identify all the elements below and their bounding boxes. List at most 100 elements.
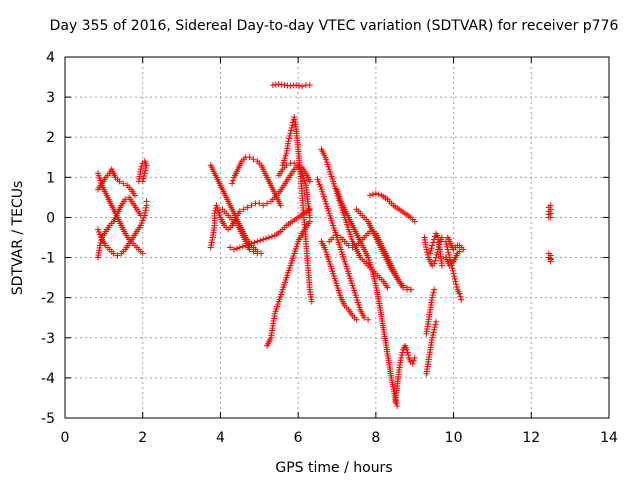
data-point: [137, 166, 144, 173]
data-point: [236, 208, 243, 215]
data-point: [293, 82, 300, 89]
data-point: [140, 214, 147, 221]
data-point: [263, 235, 270, 242]
data-series-arc-e1: [392, 342, 418, 405]
data-point: [443, 241, 450, 248]
y-tick-label: 2: [46, 130, 55, 146]
data-point: [141, 170, 148, 177]
data-point: [240, 206, 247, 213]
data-point: [409, 360, 416, 367]
data-point: [367, 192, 374, 199]
data-point: [96, 231, 103, 238]
data-point: [410, 357, 417, 364]
x-tick-label: 8: [371, 430, 380, 446]
data-point: [306, 218, 313, 225]
data-point: [433, 318, 440, 325]
data-point: [349, 244, 356, 251]
data-point: [96, 228, 102, 235]
data-point: [245, 241, 252, 248]
data-point: [122, 196, 129, 203]
y-tick-label: -1: [41, 251, 55, 267]
data-series-arc-f1: [442, 238, 465, 303]
data-series-arc-d3: [318, 238, 360, 323]
data-point: [299, 83, 306, 90]
data-point: [246, 154, 253, 161]
data-point: [227, 244, 234, 251]
data-point: [260, 236, 267, 243]
data-point: [547, 214, 554, 221]
data-point: [97, 239, 104, 246]
data-series-arc-b6: [275, 160, 313, 221]
data-point: [361, 314, 368, 321]
data-point: [399, 349, 406, 356]
data-point: [431, 286, 438, 293]
data-point: [334, 232, 340, 239]
data-point: [427, 247, 434, 254]
data-point: [288, 124, 295, 131]
data-point: [460, 246, 467, 253]
y-tick-label: 0: [46, 210, 55, 226]
data-series-arc-c3: [269, 81, 313, 90]
data-point: [405, 352, 412, 359]
data-point: [264, 200, 271, 207]
data-point: [404, 349, 411, 356]
y-tick-label: -5: [41, 411, 55, 427]
data-point: [314, 176, 321, 183]
data-point: [433, 251, 440, 258]
data-series-arc-g1: [545, 202, 554, 221]
data-series-arc-d6: [367, 190, 418, 225]
y-tick-label: -2: [41, 291, 55, 307]
data-point: [236, 244, 243, 251]
data-point: [431, 324, 438, 331]
y-tick-label: 1: [46, 170, 55, 186]
data-point: [116, 178, 123, 185]
data-point: [131, 192, 138, 199]
x-tick-label: 12: [522, 430, 540, 446]
y-tick-label: 4: [46, 50, 55, 66]
x-tick-label: 2: [138, 430, 147, 446]
data-point: [438, 262, 445, 269]
data-point: [428, 245, 435, 252]
data-point: [457, 293, 464, 300]
data-point: [138, 219, 145, 226]
data-point: [233, 245, 240, 252]
data-point: [451, 273, 458, 280]
data-series-arc-a2: [95, 166, 138, 199]
data-point: [547, 252, 554, 259]
data-series-arc-b2: [207, 162, 313, 251]
data-point: [430, 289, 437, 296]
chart-title: Day 355 of 2016, Sidereal Day-to-day VTE…: [50, 18, 619, 34]
data-series-arc-a4: [135, 158, 150, 185]
data-point: [289, 122, 296, 129]
data-point: [431, 260, 438, 267]
data-point: [244, 204, 251, 211]
data-point: [423, 246, 430, 253]
data-series-arc-e3: [423, 286, 438, 337]
data-point: [398, 354, 405, 361]
y-axis-label: SDTVAR / TECUs: [10, 181, 26, 296]
data-point: [231, 246, 238, 253]
data-point: [432, 321, 439, 328]
data-point: [254, 238, 261, 245]
data-point: [445, 249, 452, 256]
data-point: [266, 234, 272, 241]
data-point: [139, 250, 146, 257]
data-point: [345, 242, 352, 249]
x-tick-label: 14: [600, 430, 618, 446]
data-point: [372, 190, 379, 197]
data-point: [110, 250, 117, 257]
data-point: [306, 82, 313, 89]
data-point: [286, 132, 293, 139]
grid-layer: [65, 57, 609, 418]
data-point: [449, 265, 456, 272]
data-point: [384, 284, 391, 291]
data-series-arc-f3: [442, 248, 463, 269]
data-series-arc-c2: [279, 114, 315, 305]
data-point: [138, 163, 145, 170]
data-point: [375, 191, 382, 198]
data-point: [256, 200, 263, 207]
data-point: [430, 329, 437, 336]
data-point: [430, 239, 437, 246]
y-tick-label: -4: [41, 371, 55, 387]
